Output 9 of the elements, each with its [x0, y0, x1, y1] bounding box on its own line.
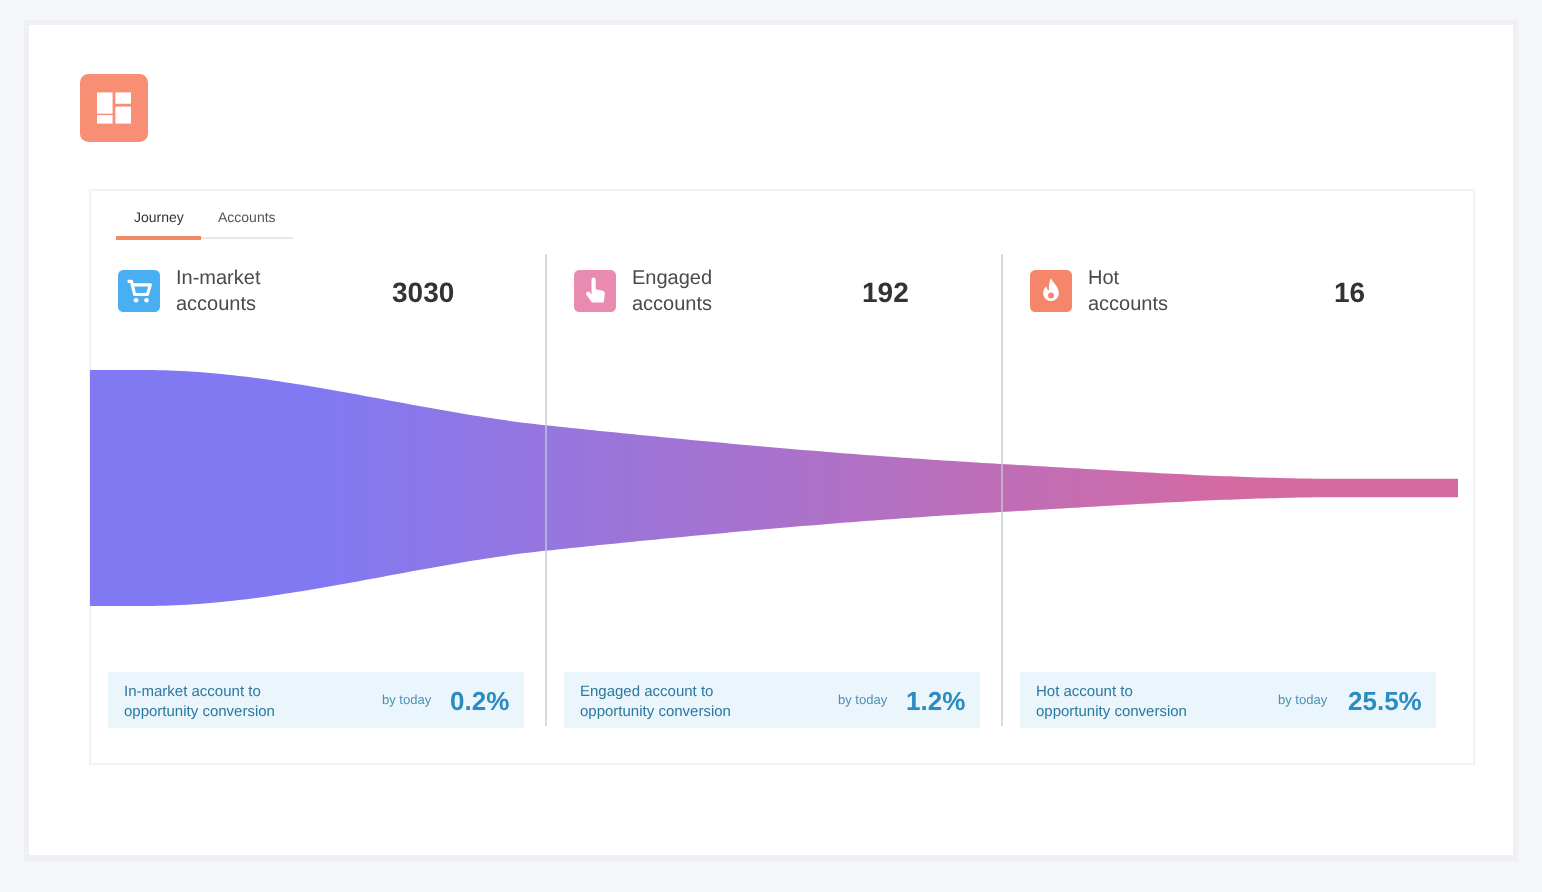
text: 25.5% [1348, 686, 1423, 716]
data-label: 192 [862, 276, 910, 308]
data-label: 16 [1334, 276, 1366, 308]
data-label: 3030 [392, 276, 455, 308]
category-label: Hot accounts [1088, 268, 1169, 316]
text: 1.2% [906, 686, 967, 716]
category-label: In-market accounts [176, 268, 261, 316]
text: 0.2% [450, 686, 511, 716]
category-label: Engaged accounts [632, 268, 713, 316]
